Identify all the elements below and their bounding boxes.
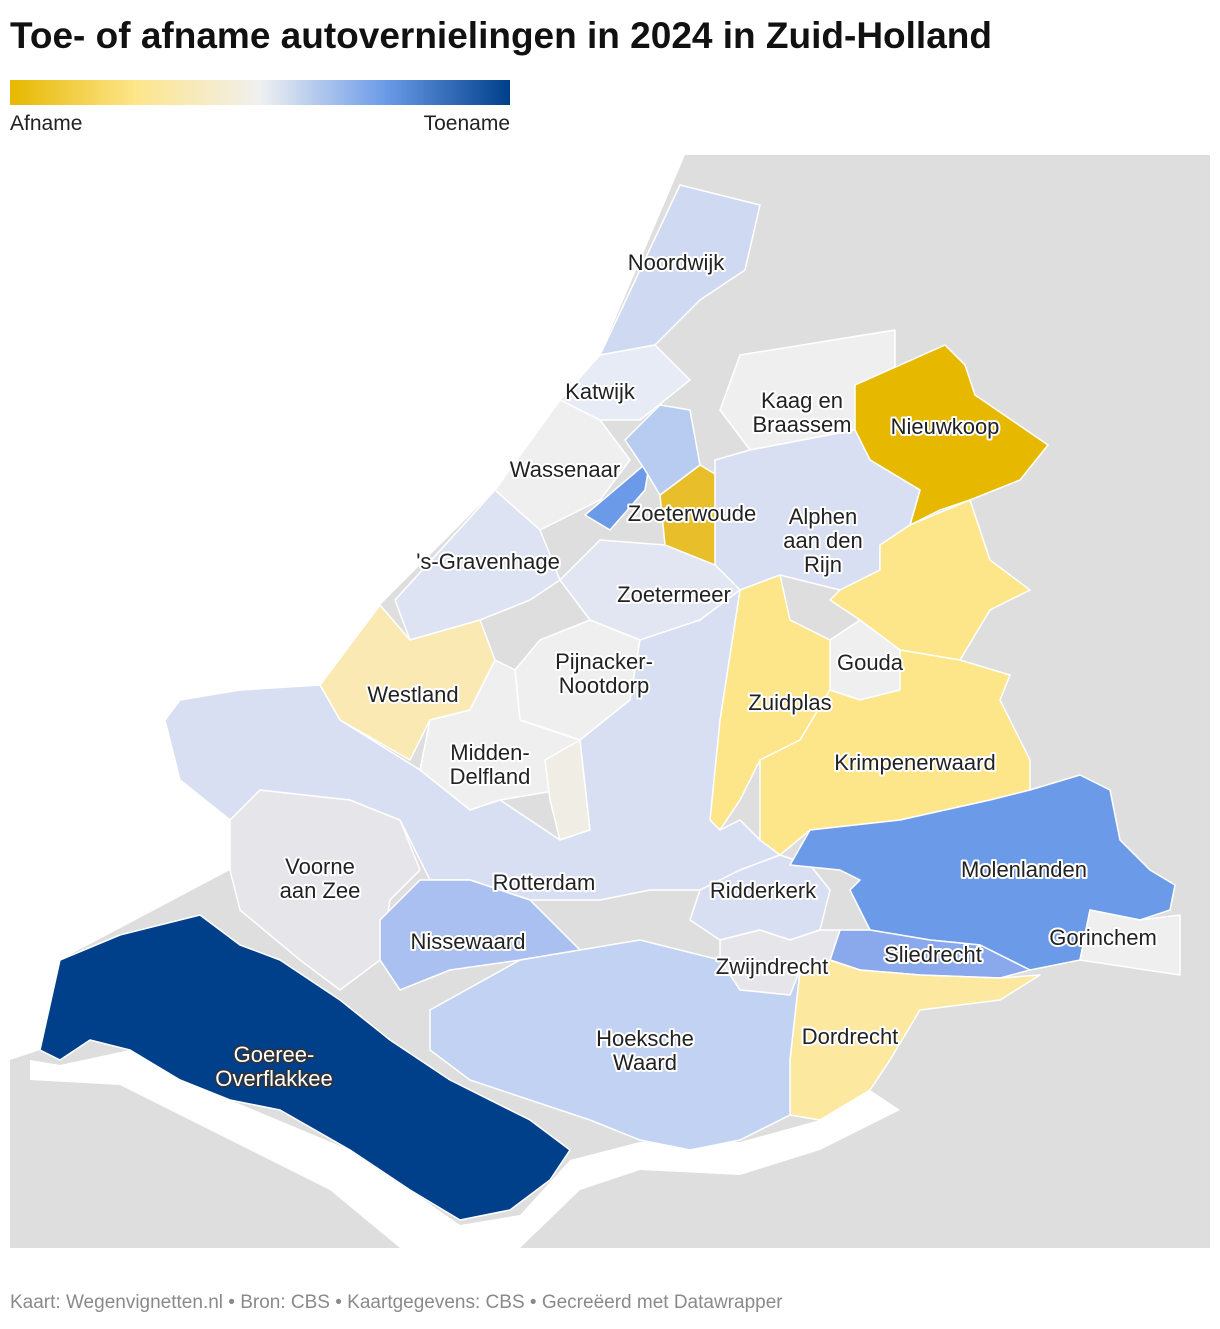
region-label: aan den xyxy=(783,528,863,553)
region xyxy=(789,959,1041,1121)
region xyxy=(1079,909,1181,976)
region xyxy=(164,589,781,901)
footer: Kaart: Wegenvignetten.nl • Bron: CBS • K… xyxy=(10,1292,783,1313)
region-label: Waard xyxy=(613,1050,677,1075)
region-label: Zoeterwoude xyxy=(628,501,756,526)
region-label: Zuidplas xyxy=(748,690,831,715)
region-label: Dordrecht xyxy=(802,1024,899,1049)
region-label: aan Zee xyxy=(280,878,361,903)
region-label: Goeree- xyxy=(234,1042,315,1067)
region-label: Overflakkee xyxy=(215,1066,332,1091)
legend-gradient xyxy=(10,80,510,105)
region-label: Ridderkerk xyxy=(710,878,817,903)
river xyxy=(30,1050,900,1248)
region-label: Gouda xyxy=(837,650,904,675)
legend-low: Afname xyxy=(10,112,82,135)
legend-high: Toename xyxy=(424,112,510,135)
title: Toe- of afname autovernielingen in 2024 … xyxy=(10,15,992,56)
region-label: Pijnacker- xyxy=(555,649,653,674)
region xyxy=(759,649,1031,856)
region-label: Nieuwkoop xyxy=(891,414,1000,439)
region-labels: Noordwijk Katwijk Kaag en Braassem Nieuw… xyxy=(214,248,1159,1093)
region-label: Delfland xyxy=(450,764,531,789)
region-label: Hoeksche xyxy=(596,1026,694,1051)
region xyxy=(789,774,1176,971)
region-label: Braassem xyxy=(752,412,851,437)
region-label: 's-Gravenhage xyxy=(416,549,560,574)
sea xyxy=(10,155,685,1060)
region-label: Wassenaar xyxy=(510,457,620,482)
region-label: Voorne xyxy=(285,854,355,879)
region-label: Rijn xyxy=(804,552,842,577)
region-label: Zoetermeer xyxy=(617,582,731,607)
region xyxy=(584,459,651,531)
region-label: Molenlanden xyxy=(961,857,1087,882)
region xyxy=(624,404,701,496)
region-label: Zwijndrecht xyxy=(716,954,828,979)
region-label: Katwijk xyxy=(565,379,636,404)
region-label: Krimpenerwaard xyxy=(834,750,995,775)
region xyxy=(429,939,801,1151)
region-label: Nootdorp xyxy=(559,673,650,698)
region-label: Westland xyxy=(367,682,458,707)
region-label: Rotterdam xyxy=(493,870,596,895)
regions xyxy=(39,184,1181,1221)
region-label: Nissewaard xyxy=(411,929,526,954)
region-label: Sliedrecht xyxy=(884,942,982,967)
region-label: Alphen xyxy=(789,504,858,529)
region-label: Gorinchem xyxy=(1049,925,1157,950)
region-label: Noordwijk xyxy=(628,250,726,275)
region-label: Midden- xyxy=(450,740,529,765)
region-label: Kaag en xyxy=(761,388,843,413)
region xyxy=(39,914,571,1221)
